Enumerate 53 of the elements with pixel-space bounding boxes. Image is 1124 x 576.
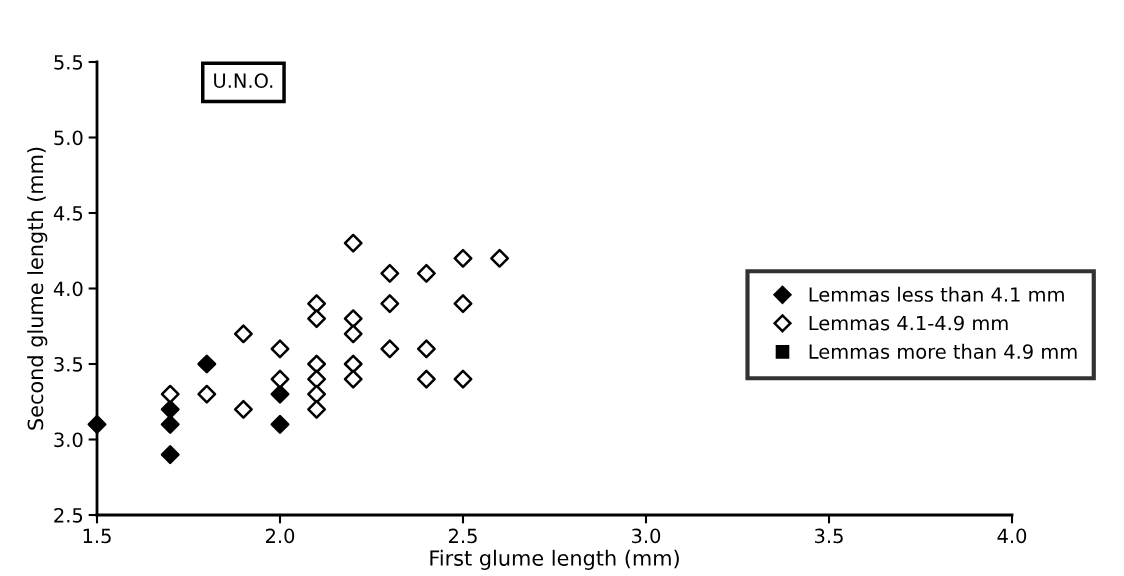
point bbox=[307, 399, 327, 419]
legend-label: Lemmas more than 4.9 mm bbox=[809, 343, 1077, 359]
point bbox=[380, 294, 400, 314]
point bbox=[307, 354, 327, 374]
x-tick-label: 4.0 bbox=[997, 528, 1027, 544]
point bbox=[380, 263, 400, 283]
x-tick-label: 2.0 bbox=[265, 528, 295, 544]
y-tick-label: 3.5 bbox=[54, 356, 83, 372]
annotation: U.N.O. bbox=[214, 73, 273, 89]
y-tick-label: 4.5 bbox=[53, 206, 83, 221]
y-tick-label: 4.0 bbox=[53, 281, 83, 297]
point bbox=[87, 414, 107, 434]
point bbox=[307, 369, 327, 389]
point bbox=[416, 339, 436, 359]
point bbox=[343, 309, 363, 329]
point bbox=[270, 339, 290, 359]
point bbox=[160, 384, 180, 404]
point bbox=[343, 354, 363, 374]
point bbox=[160, 414, 180, 434]
x-tick-label: 3.5 bbox=[815, 528, 843, 544]
point bbox=[233, 324, 253, 344]
point bbox=[270, 369, 290, 389]
point bbox=[197, 354, 217, 374]
x-tick-label: 2.5 bbox=[448, 528, 477, 544]
point bbox=[233, 399, 253, 419]
x-tick-label: 3.0 bbox=[632, 528, 661, 544]
y-axis-title: Second glume length (mm) bbox=[27, 147, 48, 430]
point bbox=[160, 399, 180, 419]
point bbox=[160, 445, 180, 465]
point bbox=[416, 263, 436, 283]
point bbox=[270, 384, 290, 404]
point bbox=[343, 369, 363, 389]
y-tick-label: 2.5 bbox=[54, 507, 83, 523]
legend-label: Lemmas less than 4.1 mm bbox=[809, 286, 1064, 302]
x-axis-title: First glume length (mm) bbox=[430, 549, 679, 570]
x-tick-label: 1.5 bbox=[83, 528, 111, 544]
y-tick-label: 5.5 bbox=[54, 55, 83, 70]
point bbox=[270, 414, 290, 434]
point bbox=[307, 294, 327, 314]
point bbox=[380, 339, 400, 359]
y-tick-label: 3.0 bbox=[54, 432, 83, 448]
point bbox=[343, 324, 363, 344]
point bbox=[343, 233, 363, 253]
point bbox=[416, 369, 436, 389]
point bbox=[307, 384, 327, 404]
point bbox=[197, 384, 217, 404]
point bbox=[453, 369, 473, 389]
point bbox=[453, 294, 473, 314]
point bbox=[307, 309, 327, 329]
point bbox=[453, 248, 473, 268]
legend-label: Lemmas 4.1-4.9 mm bbox=[809, 315, 1008, 331]
y-tick-label: 5.0 bbox=[54, 130, 83, 146]
point bbox=[490, 248, 510, 268]
